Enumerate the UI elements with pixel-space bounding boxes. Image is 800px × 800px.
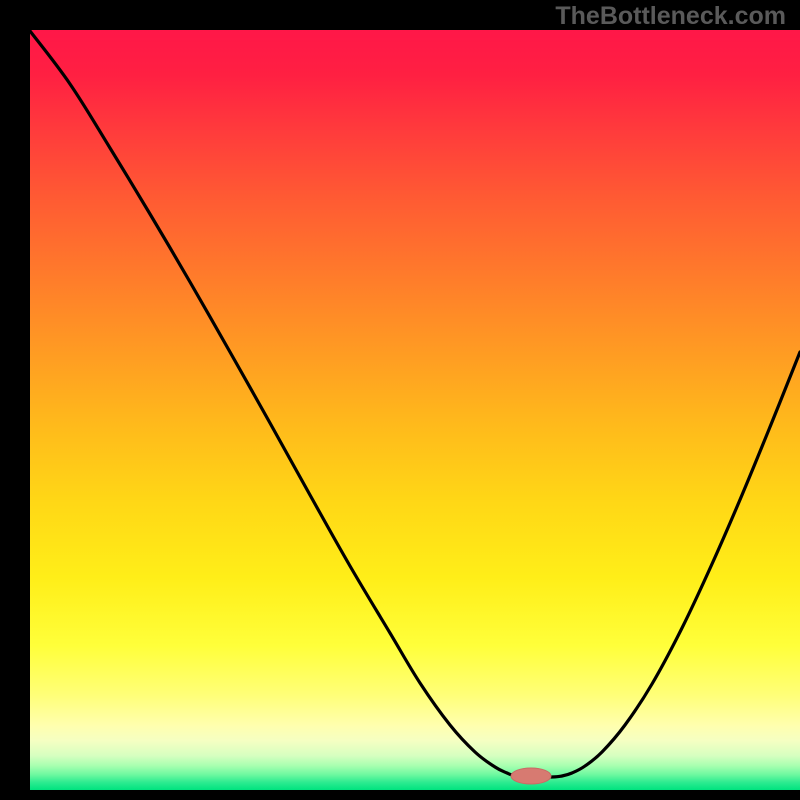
watermark-link[interactable]: TheBottleneck.com: [555, 2, 786, 31]
optimal-marker: [511, 768, 551, 784]
bottleneck-chart: [0, 0, 800, 800]
frame-bottom: [0, 790, 800, 800]
frame-left: [0, 0, 30, 800]
